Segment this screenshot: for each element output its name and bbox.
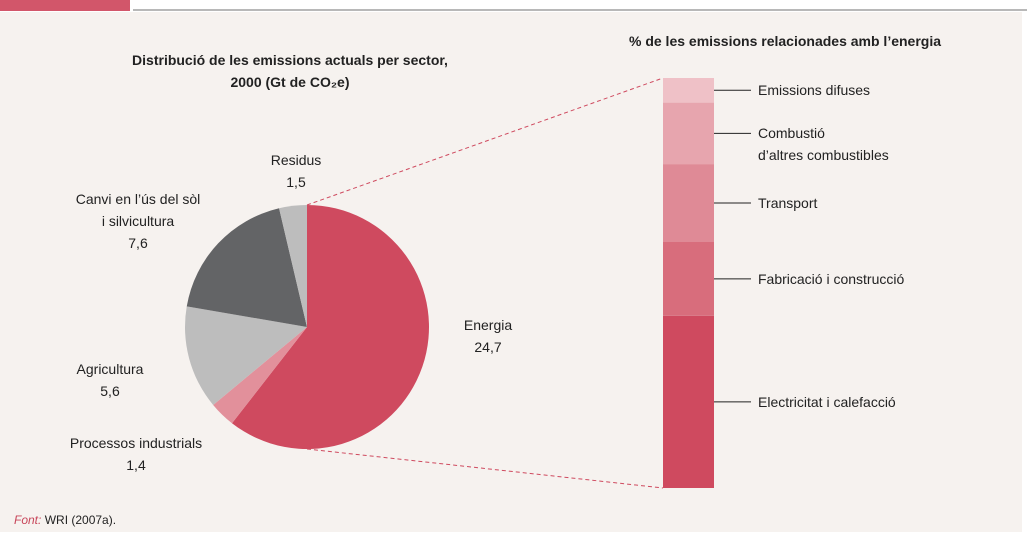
slice-value: 1,5: [286, 174, 306, 190]
slice-value: 5,6: [100, 383, 120, 399]
slice-value: 24,7: [474, 339, 502, 355]
legend-label: Emissions difuses: [758, 82, 871, 99]
pie-slice: [231, 205, 429, 449]
header-tab: [0, 0, 130, 11]
legend-label: Transport: [758, 195, 818, 212]
slice-label: Residus: [270, 152, 322, 168]
bar-segment: [663, 78, 714, 103]
source-text: WRI (2007a).: [44, 513, 117, 527]
bar-title: % de les emissions relacionades amb l’en…: [628, 33, 942, 49]
pie-slice: [184, 306, 307, 405]
slice-value: 1,4: [126, 457, 146, 473]
panel: [0, 12, 1022, 532]
legend-label: Electricitat i calefacció: [758, 393, 896, 410]
legend-label: Fabricació i construcció: [758, 270, 905, 287]
header-line: [133, 9, 1027, 11]
slice-value: 7,6: [128, 235, 148, 251]
slice-label: Processos industrials: [69, 435, 203, 451]
slice-label: Energia: [463, 317, 513, 333]
pie-title: Distribució de les emissions actuals per…: [132, 52, 448, 90]
pie-slice: [213, 327, 307, 424]
pie-slice: [279, 205, 307, 327]
source-label: Font:: [14, 513, 42, 527]
bar-segment: [663, 102, 714, 165]
connector: [306, 448, 664, 489]
bar-segment: [663, 315, 714, 488]
slice-label: Canvi en l’ús del sòl i silvicultura: [75, 191, 201, 229]
bar-segment: [663, 242, 714, 316]
legend-label: Combustió d’altres combustibles: [758, 125, 889, 164]
bar-segment: [663, 164, 714, 242]
slice-label: Agricultura: [76, 361, 144, 377]
pie-slice: [186, 208, 307, 327]
source: Font: WRI (2007a).: [14, 512, 116, 528]
